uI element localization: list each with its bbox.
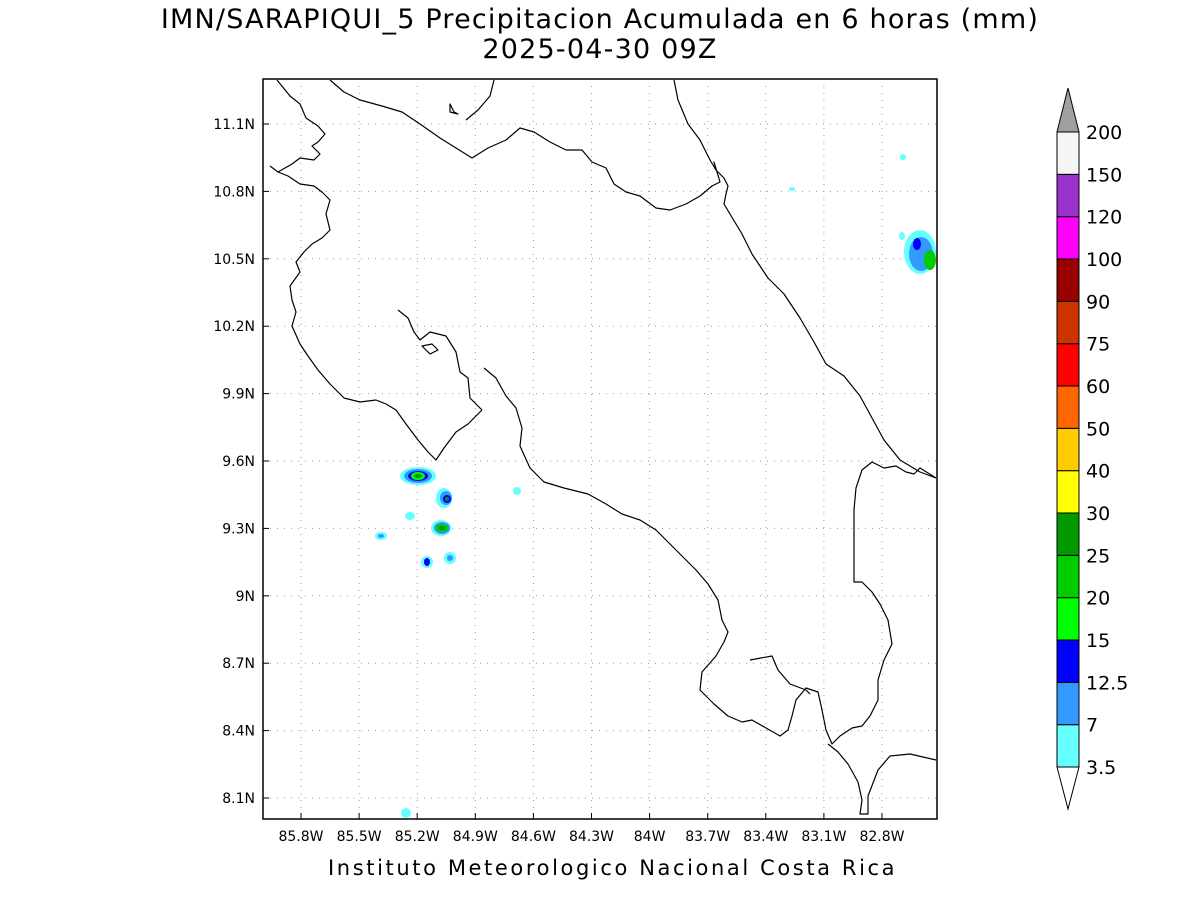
lon-tick-label: 84.6W	[511, 829, 556, 845]
colorbar-swatch	[1056, 258, 1080, 302]
colorbar-swatch	[1056, 131, 1080, 175]
latitude-axis: 11.1N 10.8N 10.5N 10.2N 9.9N 9.6N 9.3N 9N 8.7N 8.…	[213, 117, 269, 807]
colorbar-swatch	[1056, 512, 1080, 556]
colorbar-swatch	[1056, 343, 1080, 387]
longitude-axis: 85.8W 85.5W 85.2W 84.9W 84.6W 84.3W 84W 83.7W 83…	[278, 813, 905, 845]
lat-tick-label: 10.2N	[213, 319, 255, 335]
colorbar-over-arrow	[1056, 87, 1080, 133]
lat-tick-label: 8.1N	[222, 791, 255, 807]
colorbar-swatch	[1056, 216, 1080, 260]
lon-tick-label: 84W	[634, 829, 666, 845]
colorbar-label: 40	[1086, 461, 1110, 483]
lon-tick-label: 84.3W	[569, 829, 614, 845]
lat-tick-label: 10.8N	[213, 184, 255, 200]
lat-tick-label: 10.5N	[213, 252, 255, 268]
colorbar-label: 60	[1086, 376, 1110, 398]
colorbar-label: 7	[1086, 715, 1098, 737]
precipitation-colorbar: 3.5 7 12.5 15 20 25 30 40 50 60 75 90 100 120 150 200	[1056, 87, 1128, 811]
colorbar-label: 100	[1086, 249, 1122, 271]
colorbar-swatch	[1056, 597, 1080, 641]
colorbar-swatch	[1056, 681, 1080, 726]
lat-tick-label: 9.6N	[222, 454, 255, 470]
colorbar-label: 12.5	[1086, 672, 1128, 694]
precipitation-areas	[375, 154, 936, 818]
colorbar-swatch	[1056, 300, 1080, 345]
lat-tick-label: 9.9N	[222, 387, 255, 403]
colorbar-under-arrow	[1056, 766, 1080, 811]
colorbar-label: 90	[1086, 291, 1110, 313]
colorbar-swatch	[1056, 427, 1080, 472]
map-timestamp: 2025-04-30 09Z	[482, 34, 718, 65]
colorbar-swatch	[1056, 724, 1080, 768]
lat-tick-label: 11.1N	[213, 117, 255, 133]
map-frame	[262, 78, 938, 820]
lat-tick-label: 9N	[236, 589, 255, 605]
lat-tick-label: 8.4N	[222, 724, 255, 740]
colorbar-swatch	[1056, 470, 1080, 514]
map-gridlines	[263, 79, 937, 819]
colorbar-swatch	[1056, 554, 1080, 599]
lon-tick-label: 85.5W	[337, 829, 382, 845]
lon-tick-label: 85.8W	[278, 829, 323, 845]
lat-tick-label: 8.7N	[222, 656, 255, 672]
footer-credit: Instituto Meteorologico Nacional Costa R…	[328, 856, 898, 880]
lon-tick-label: 85.2W	[395, 829, 440, 845]
colorbar-label: 15	[1086, 630, 1110, 652]
coastline	[269, 79, 937, 815]
colorbar-label: 20	[1086, 588, 1110, 610]
lon-tick-label: 83.1W	[801, 829, 846, 845]
colorbar-swatch	[1056, 385, 1080, 429]
colorbar-label: 200	[1086, 122, 1122, 144]
colorbar-label: 120	[1086, 207, 1122, 229]
colorbar-label: 50	[1086, 418, 1110, 440]
lon-tick-label: 82.8W	[859, 829, 904, 845]
colorbar-label: 3.5	[1086, 757, 1116, 779]
colorbar-swatch	[1056, 639, 1080, 683]
colorbar-swatch	[1056, 173, 1080, 218]
colorbar-label: 25	[1086, 545, 1110, 567]
colorbar-label: 75	[1086, 334, 1110, 356]
lat-tick-label: 9.3N	[222, 521, 255, 537]
lon-tick-label: 83.4W	[743, 829, 788, 845]
map-title: IMN/SARAPIQUI_5 Precipitacion Acumulada …	[160, 4, 1040, 35]
lon-tick-label: 83.7W	[685, 829, 730, 845]
lon-tick-label: 84.9W	[453, 829, 498, 845]
colorbar-label: 30	[1086, 503, 1110, 525]
colorbar-label: 150	[1086, 164, 1122, 186]
